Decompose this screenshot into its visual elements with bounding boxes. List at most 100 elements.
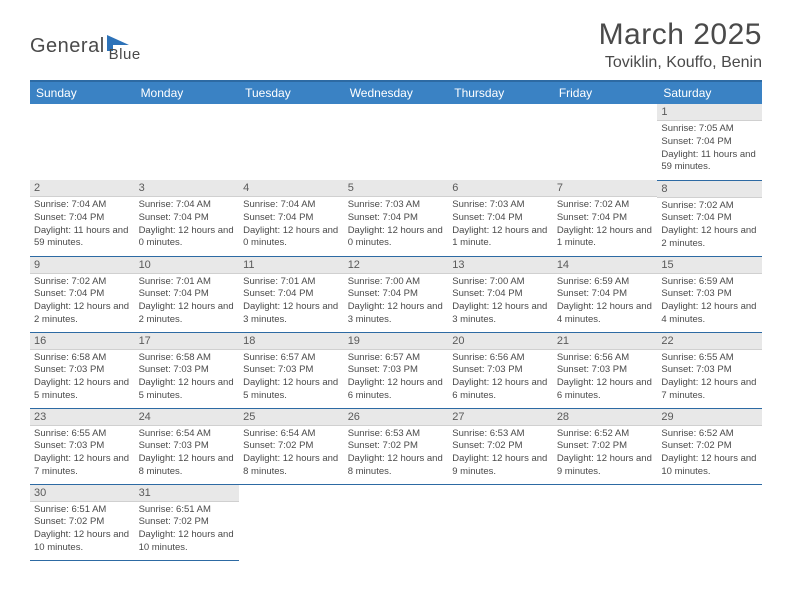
sunset-text: Sunset: 7:04 PM [348, 288, 445, 301]
location: Toviklin, Kouffo, Benin [599, 54, 762, 72]
day-body: Sunrise: 7:02 AMSunset: 7:04 PMDaylight:… [657, 198, 762, 253]
calendar-day-cell [448, 484, 553, 560]
sunrise-text: Sunrise: 7:05 AM [661, 123, 758, 136]
sunrise-text: Sunrise: 7:00 AM [452, 276, 549, 289]
day-body: Sunrise: 7:01 AMSunset: 7:04 PMDaylight:… [135, 274, 240, 329]
sunrise-text: Sunrise: 6:56 AM [557, 352, 654, 365]
day-body: Sunrise: 6:55 AMSunset: 7:03 PMDaylight:… [657, 350, 762, 405]
sunset-text: Sunset: 7:03 PM [34, 364, 131, 377]
sunset-text: Sunset: 7:03 PM [139, 364, 236, 377]
calendar-day-cell [553, 484, 658, 560]
daylight-text: Daylight: 12 hours and 4 minutes. [557, 301, 654, 327]
day-body: Sunrise: 6:51 AMSunset: 7:02 PMDaylight:… [135, 502, 240, 557]
daylight-text: Daylight: 12 hours and 2 minutes. [661, 225, 758, 251]
day-number: 30 [30, 485, 135, 502]
day-body: Sunrise: 7:04 AMSunset: 7:04 PMDaylight:… [239, 197, 344, 252]
day-number: 25 [239, 409, 344, 426]
day-body: Sunrise: 6:52 AMSunset: 7:02 PMDaylight:… [553, 426, 658, 481]
day-body: Sunrise: 7:03 AMSunset: 7:04 PMDaylight:… [448, 197, 553, 252]
sunrise-text: Sunrise: 6:55 AM [661, 352, 758, 365]
logo-text-blue: Blue [109, 46, 141, 63]
sunrise-text: Sunrise: 7:00 AM [348, 276, 445, 289]
sunset-text: Sunset: 7:04 PM [452, 212, 549, 225]
sunset-text: Sunset: 7:04 PM [243, 288, 340, 301]
sunset-text: Sunset: 7:04 PM [661, 212, 758, 225]
daylight-text: Daylight: 11 hours and 59 minutes. [34, 225, 131, 251]
daylight-text: Daylight: 12 hours and 9 minutes. [452, 453, 549, 479]
sunset-text: Sunset: 7:03 PM [139, 440, 236, 453]
day-number: 18 [239, 333, 344, 350]
sunset-text: Sunset: 7:02 PM [139, 516, 236, 529]
day-number: 10 [135, 257, 240, 274]
day-body: Sunrise: 7:02 AMSunset: 7:04 PMDaylight:… [553, 197, 658, 252]
daylight-text: Daylight: 12 hours and 2 minutes. [139, 301, 236, 327]
sunrise-text: Sunrise: 6:57 AM [243, 352, 340, 365]
calendar-day-cell: 16Sunrise: 6:58 AMSunset: 7:03 PMDayligh… [30, 332, 135, 408]
daylight-text: Daylight: 12 hours and 10 minutes. [661, 453, 758, 479]
day-body: Sunrise: 6:59 AMSunset: 7:03 PMDaylight:… [657, 274, 762, 329]
sunset-text: Sunset: 7:03 PM [452, 364, 549, 377]
weekday-header: Saturday [657, 81, 762, 104]
calendar-day-cell: 8Sunrise: 7:02 AMSunset: 7:04 PMDaylight… [657, 180, 762, 256]
day-number: 26 [344, 409, 449, 426]
calendar-day-cell: 27Sunrise: 6:53 AMSunset: 7:02 PMDayligh… [448, 408, 553, 484]
sunrise-text: Sunrise: 6:59 AM [557, 276, 654, 289]
calendar-day-cell: 1Sunrise: 7:05 AMSunset: 7:04 PMDaylight… [657, 104, 762, 180]
calendar-day-cell: 17Sunrise: 6:58 AMSunset: 7:03 PMDayligh… [135, 332, 240, 408]
day-number: 14 [553, 257, 658, 274]
day-number: 17 [135, 333, 240, 350]
day-number: 5 [344, 180, 449, 197]
calendar-day-cell: 20Sunrise: 6:56 AMSunset: 7:03 PMDayligh… [448, 332, 553, 408]
daylight-text: Daylight: 11 hours and 59 minutes. [661, 149, 758, 175]
sunrise-text: Sunrise: 6:53 AM [452, 428, 549, 441]
daylight-text: Daylight: 12 hours and 8 minutes. [243, 453, 340, 479]
day-number: 24 [135, 409, 240, 426]
day-number: 20 [448, 333, 553, 350]
calendar-day-cell [30, 104, 135, 180]
day-body: Sunrise: 6:56 AMSunset: 7:03 PMDaylight:… [448, 350, 553, 405]
month-title: March 2025 [599, 18, 762, 52]
daylight-text: Daylight: 12 hours and 3 minutes. [243, 301, 340, 327]
calendar-day-cell: 14Sunrise: 6:59 AMSunset: 7:04 PMDayligh… [553, 256, 658, 332]
sunset-text: Sunset: 7:02 PM [452, 440, 549, 453]
sunrise-text: Sunrise: 7:04 AM [243, 199, 340, 212]
day-number: 23 [30, 409, 135, 426]
weekday-header: Tuesday [239, 81, 344, 104]
daylight-text: Daylight: 12 hours and 1 minute. [452, 225, 549, 251]
daylight-text: Daylight: 12 hours and 3 minutes. [452, 301, 549, 327]
day-body: Sunrise: 6:56 AMSunset: 7:03 PMDaylight:… [553, 350, 658, 405]
day-number: 11 [239, 257, 344, 274]
sunrise-text: Sunrise: 7:04 AM [34, 199, 131, 212]
day-body: Sunrise: 6:51 AMSunset: 7:02 PMDaylight:… [30, 502, 135, 557]
sunset-text: Sunset: 7:03 PM [661, 364, 758, 377]
sunrise-text: Sunrise: 6:59 AM [661, 276, 758, 289]
sunset-text: Sunset: 7:03 PM [243, 364, 340, 377]
daylight-text: Daylight: 12 hours and 6 minutes. [348, 377, 445, 403]
day-number: 3 [135, 180, 240, 197]
calendar-day-cell: 6Sunrise: 7:03 AMSunset: 7:04 PMDaylight… [448, 180, 553, 256]
daylight-text: Daylight: 12 hours and 10 minutes. [139, 529, 236, 555]
daylight-text: Daylight: 12 hours and 0 minutes. [139, 225, 236, 251]
day-body: Sunrise: 6:57 AMSunset: 7:03 PMDaylight:… [344, 350, 449, 405]
day-number: 1 [657, 104, 762, 121]
calendar-day-cell: 23Sunrise: 6:55 AMSunset: 7:03 PMDayligh… [30, 408, 135, 484]
day-body: Sunrise: 7:04 AMSunset: 7:04 PMDaylight:… [30, 197, 135, 252]
calendar-day-cell: 18Sunrise: 6:57 AMSunset: 7:03 PMDayligh… [239, 332, 344, 408]
sunrise-text: Sunrise: 7:02 AM [34, 276, 131, 289]
calendar-day-cell: 29Sunrise: 6:52 AMSunset: 7:02 PMDayligh… [657, 408, 762, 484]
daylight-text: Daylight: 12 hours and 8 minutes. [348, 453, 445, 479]
daylight-text: Daylight: 12 hours and 9 minutes. [557, 453, 654, 479]
calendar-day-cell: 4Sunrise: 7:04 AMSunset: 7:04 PMDaylight… [239, 180, 344, 256]
sunrise-text: Sunrise: 6:56 AM [452, 352, 549, 365]
title-block: March 2025 Toviklin, Kouffo, Benin [599, 18, 762, 72]
calendar-day-cell: 10Sunrise: 7:01 AMSunset: 7:04 PMDayligh… [135, 256, 240, 332]
day-number: 19 [344, 333, 449, 350]
sunset-text: Sunset: 7:04 PM [452, 288, 549, 301]
day-body: Sunrise: 6:53 AMSunset: 7:02 PMDaylight:… [448, 426, 553, 481]
calendar-day-cell: 3Sunrise: 7:04 AMSunset: 7:04 PMDaylight… [135, 180, 240, 256]
sunset-text: Sunset: 7:04 PM [34, 212, 131, 225]
sunset-text: Sunset: 7:02 PM [348, 440, 445, 453]
day-body: Sunrise: 6:58 AMSunset: 7:03 PMDaylight:… [30, 350, 135, 405]
sunrise-text: Sunrise: 6:52 AM [557, 428, 654, 441]
sunrise-text: Sunrise: 6:54 AM [243, 428, 340, 441]
